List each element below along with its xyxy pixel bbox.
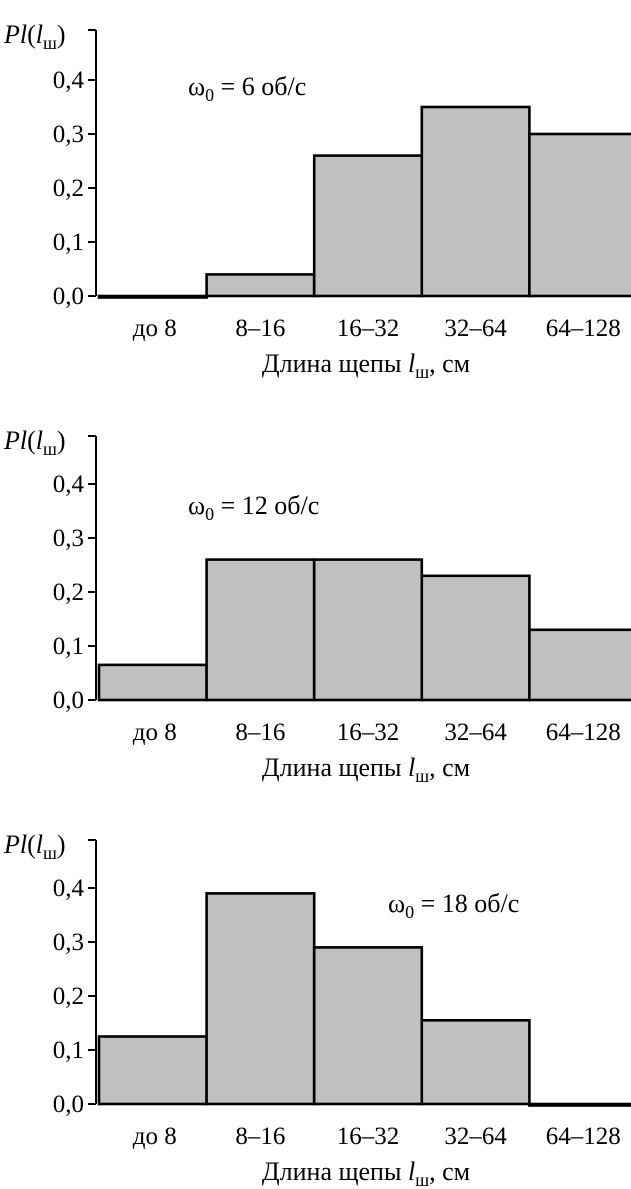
omega-annotation: ω0 = 6 об/с	[188, 72, 306, 105]
bar-2	[205, 558, 316, 702]
y-tick-label-4: 0,4	[53, 875, 85, 902]
x-tick-label-1: до 8	[133, 315, 177, 342]
bar-4	[420, 105, 531, 298]
y-tick-label-0: 0,0	[53, 687, 84, 714]
x-axis-title: Длина щепы lш, см	[262, 753, 470, 786]
x-tick-label-4: 32–64	[444, 1123, 507, 1150]
x-tick-label-2: 8–16	[235, 719, 285, 746]
y-tick-label-1: 0,1	[53, 1037, 84, 1064]
x-tick-label-1: до 8	[133, 1123, 177, 1150]
y-tick-label-1: 0,1	[53, 633, 84, 660]
x-tick-label-4: 32–64	[444, 315, 507, 342]
bar-5	[528, 132, 631, 298]
y-axis-label: Pl(lш)	[3, 20, 66, 53]
chart-3: 0,0 0,1 0,2 0,3 0,4 Pl(lш) до 8 8–16 16–32 32–64 6…	[3, 830, 631, 1189]
y-tick-label-0: 0,0	[53, 283, 84, 310]
bar-2	[205, 273, 316, 298]
bar-3	[312, 558, 424, 702]
x-tick-label-5: 64–128	[546, 1123, 621, 1150]
bar-1	[97, 663, 208, 702]
bar-3	[312, 154, 424, 298]
bar-5	[528, 628, 631, 702]
x-tick-label-1: до 8	[133, 719, 177, 746]
y-tick-label-3: 0,3	[53, 525, 84, 552]
bar-4	[420, 574, 531, 702]
bar-1	[97, 1035, 208, 1106]
x-axis-title: Длина щепы lш, см	[262, 1157, 470, 1189]
x-tick-label-5: 64–128	[546, 315, 621, 342]
bar-1	[97, 294, 208, 299]
y-tick-label-1: 0,1	[53, 229, 84, 256]
y-tick-label-3: 0,3	[53, 121, 84, 148]
x-tick-label-4: 32–64	[444, 719, 507, 746]
y-tick-label-0: 0,0	[53, 1091, 84, 1118]
y-tick-label-4: 0,4	[53, 67, 85, 94]
x-tick-label-2: 8–16	[235, 315, 285, 342]
x-tick-label-3: 16–32	[337, 719, 400, 746]
y-axis-label: Pl(lш)	[3, 426, 66, 459]
y-tick-label-2: 0,2	[53, 983, 84, 1010]
x-axis-title: Длина щепы lш, см	[262, 349, 470, 382]
bar-3	[312, 946, 424, 1106]
x-tick-label-5: 64–128	[546, 719, 621, 746]
x-tick-label-3: 16–32	[337, 1123, 400, 1150]
bar-2	[205, 892, 316, 1106]
y-tick-label-3: 0,3	[53, 929, 84, 956]
y-axis-label: Pl(lш)	[3, 830, 66, 863]
y-tick-label-4: 0,4	[53, 471, 85, 498]
bar-4	[420, 1018, 531, 1106]
x-tick-label-2: 8–16	[235, 1123, 285, 1150]
y-tick-label-2: 0,2	[53, 579, 84, 606]
bar-5	[528, 1102, 631, 1107]
omega-annotation: ω0 = 12 об/с	[188, 491, 319, 524]
y-tick-label-2: 0,2	[53, 175, 84, 202]
omega-annotation: ω0 = 18 об/с	[388, 889, 519, 922]
chart-2: 0,0 0,1 0,2 0,3 0,4 Pl(lш) до 8 8–16 16–32 32–64 6…	[3, 426, 631, 786]
x-tick-label-3: 16–32	[337, 315, 400, 342]
chart-1: 0,0 0,1 0,2 0,3 0,4 Pl(lш) до 8 8–16 16–32 32–64 6…	[3, 20, 631, 382]
